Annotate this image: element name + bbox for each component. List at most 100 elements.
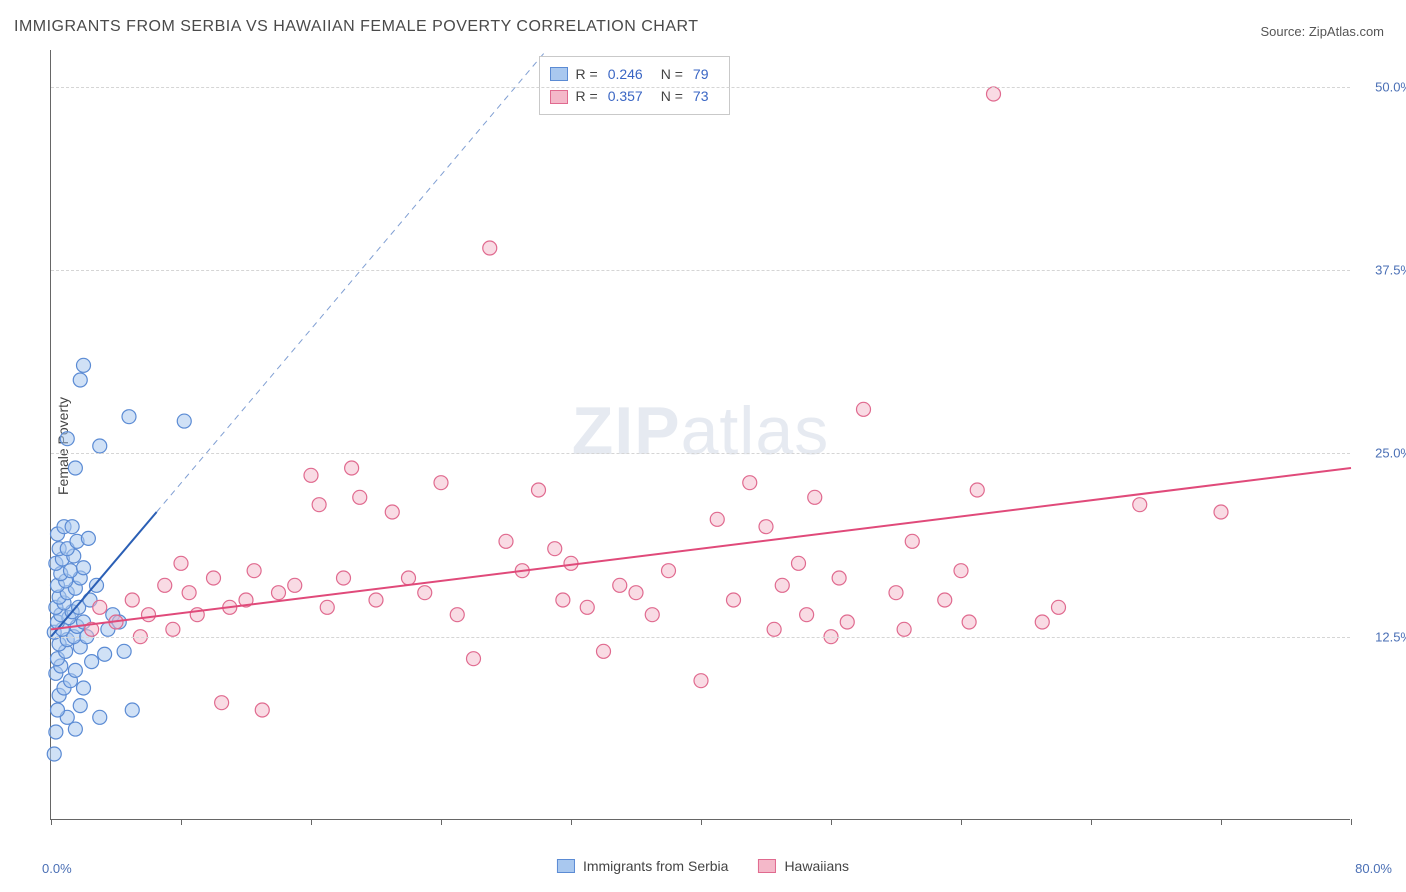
scatter-point: [580, 600, 594, 614]
stat-r-label: R =: [576, 85, 598, 107]
y-tick-label: 50.0%: [1375, 79, 1406, 94]
gridline-h: [51, 453, 1350, 454]
scatter-point: [597, 644, 611, 658]
x-tick: [51, 819, 52, 825]
legend-entry: Immigrants from Serbia: [557, 858, 728, 874]
scatter-point: [166, 622, 180, 636]
scatter-point: [645, 608, 659, 622]
legend-label: Hawaiians: [784, 858, 849, 874]
scatter-point: [247, 564, 261, 578]
scatter-point: [177, 414, 191, 428]
scatter-point: [353, 490, 367, 504]
legend-swatch: [557, 859, 575, 873]
scatter-point: [629, 586, 643, 600]
stat-n-value: 73: [693, 85, 709, 107]
regression-line: [51, 468, 1351, 629]
scatter-point: [800, 608, 814, 622]
scatter-point: [938, 593, 952, 607]
scatter-point: [840, 615, 854, 629]
scatter-point: [832, 571, 846, 585]
scatter-point: [77, 681, 91, 695]
scatter-point: [255, 703, 269, 717]
scatter-point: [499, 534, 513, 548]
scatter-point: [158, 578, 172, 592]
scatter-point: [897, 622, 911, 636]
scatter-point: [767, 622, 781, 636]
scatter-point: [532, 483, 546, 497]
x-tick: [311, 819, 312, 825]
x-tick: [181, 819, 182, 825]
scatter-point: [312, 498, 326, 512]
scatter-point: [182, 586, 196, 600]
x-tick: [571, 819, 572, 825]
scatter-point: [1133, 498, 1147, 512]
scatter-point: [272, 586, 286, 600]
scatter-point: [727, 593, 741, 607]
scatter-point: [402, 571, 416, 585]
regression-line-extrapolated: [157, 50, 547, 512]
scatter-point: [304, 468, 318, 482]
stat-r-value: 0.246: [608, 63, 643, 85]
scatter-point: [987, 87, 1001, 101]
scatter-point: [142, 608, 156, 622]
scatter-point: [49, 725, 63, 739]
scatter-point: [467, 652, 481, 666]
x-tick: [961, 819, 962, 825]
scatter-point: [792, 556, 806, 570]
x-tick: [441, 819, 442, 825]
gridline-h: [51, 270, 1350, 271]
scatter-point: [450, 608, 464, 622]
scatter-point: [73, 699, 87, 713]
scatter-point: [51, 703, 65, 717]
scatter-point: [710, 512, 724, 526]
scatter-point: [808, 490, 822, 504]
y-tick-label: 12.5%: [1375, 629, 1406, 644]
scatter-point: [857, 402, 871, 416]
scatter-point: [77, 358, 91, 372]
scatter-point: [125, 703, 139, 717]
series-legend: Immigrants from Serbia Hawaiians: [557, 858, 849, 874]
stat-r-value: 0.357: [608, 85, 643, 107]
chart-title: IMMIGRANTS FROM SERBIA VS HAWAIIAN FEMAL…: [14, 18, 699, 36]
y-tick-label: 25.0%: [1375, 446, 1406, 461]
stat-n-label: N =: [661, 63, 683, 85]
scatter-point: [320, 600, 334, 614]
scatter-point: [174, 556, 188, 570]
scatter-point: [385, 505, 399, 519]
scatter-point: [1214, 505, 1228, 519]
scatter-point: [125, 593, 139, 607]
scatter-point: [47, 747, 61, 761]
scatter-point: [122, 410, 136, 424]
x-tick: [1221, 819, 1222, 825]
x-tick: [831, 819, 832, 825]
scatter-point: [73, 373, 87, 387]
scatter-point: [434, 476, 448, 490]
scatter-point: [483, 241, 497, 255]
stats-legend-row: R =0.357N =73: [550, 85, 719, 107]
scatter-point: [60, 432, 74, 446]
x-tick: [701, 819, 702, 825]
source-attribution: Source: ZipAtlas.com: [1260, 24, 1384, 39]
scatter-point: [65, 520, 79, 534]
scatter-point: [662, 564, 676, 578]
stats-legend-row: R =0.246N =79: [550, 63, 719, 85]
scatter-point: [85, 655, 99, 669]
scatter-point: [93, 600, 107, 614]
x-axis-min-label: 0.0%: [42, 861, 72, 876]
scatter-point: [613, 578, 627, 592]
scatter-point: [759, 520, 773, 534]
scatter-point: [548, 542, 562, 556]
stats-legend: R =0.246N =79R =0.357N =73: [539, 56, 730, 115]
legend-label: Immigrants from Serbia: [583, 858, 728, 874]
y-tick-label: 37.5%: [1375, 263, 1406, 278]
stat-n-value: 79: [693, 63, 709, 85]
scatter-point: [954, 564, 968, 578]
scatter-point: [345, 461, 359, 475]
scatter-point: [93, 710, 107, 724]
scatter-point: [215, 696, 229, 710]
legend-swatch: [550, 90, 568, 104]
legend-swatch: [758, 859, 776, 873]
scatter-point: [68, 663, 82, 677]
scatter-point: [117, 644, 131, 658]
scatter-point: [418, 586, 432, 600]
